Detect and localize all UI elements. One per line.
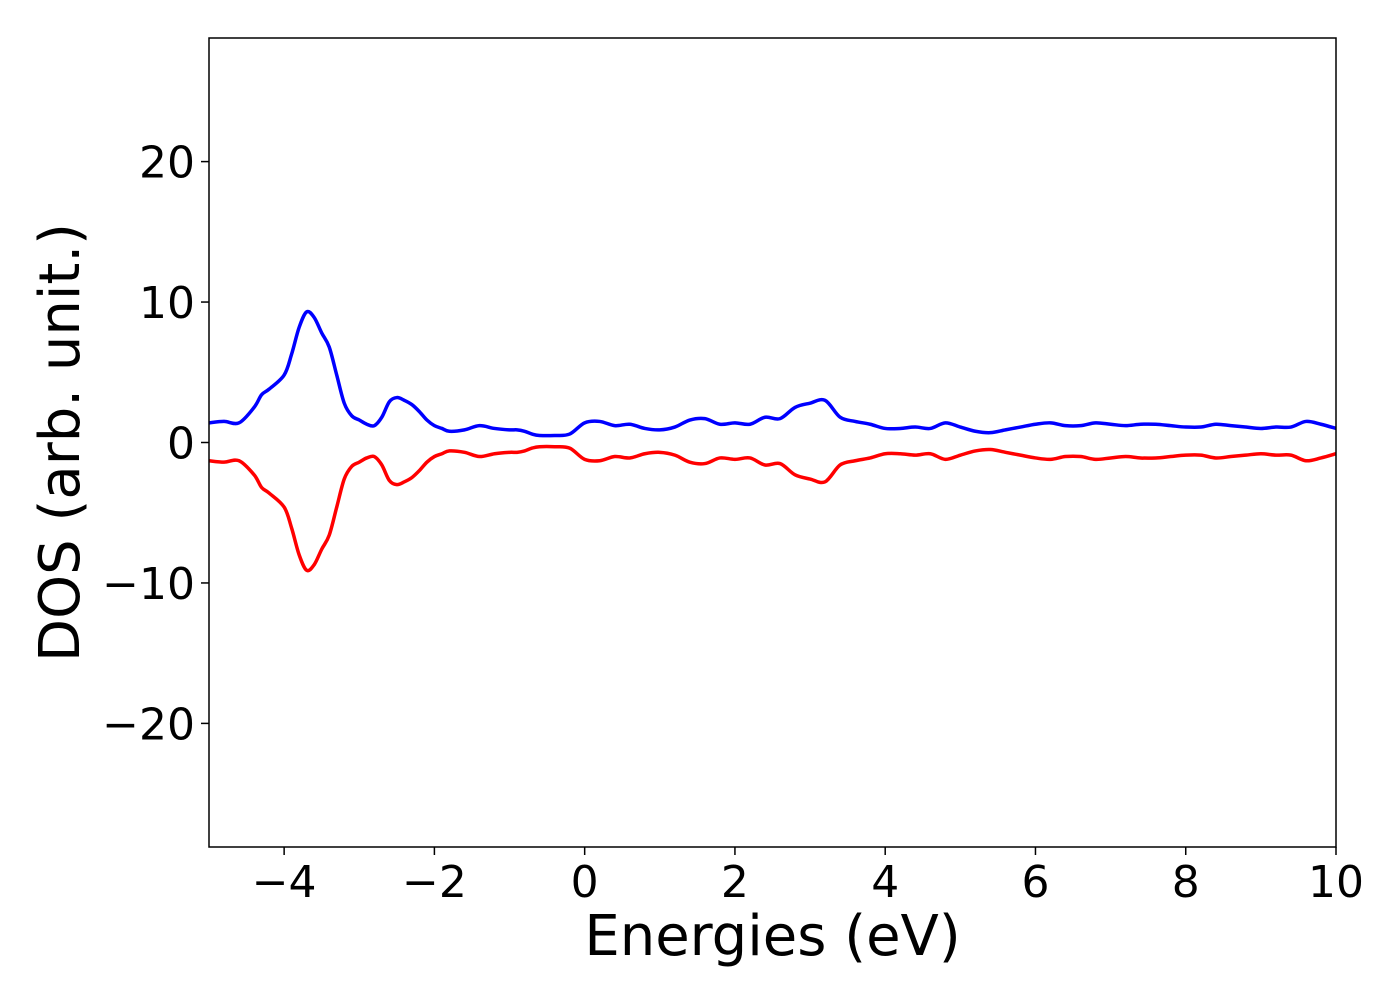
x-tick-label: 0	[571, 857, 599, 908]
y-tick-label: 20	[139, 138, 195, 189]
series-line-spin-down	[209, 444, 1336, 573]
y-tick-label: 0	[167, 419, 195, 470]
x-tick-label: 8	[1172, 857, 1200, 908]
x-tick-label: 6	[1021, 857, 1049, 908]
x-tick-label: −4	[252, 857, 317, 908]
series-line-spin-up	[209, 309, 1336, 438]
y-axis-label: DOS (arb. unit.)	[28, 223, 93, 662]
x-tick-label: 2	[721, 857, 749, 908]
y-axis-ticks: 20 10 0 −10 −20	[102, 138, 209, 750]
y-tick-label: −20	[102, 699, 195, 750]
y-tick-label: −10	[102, 559, 195, 610]
x-axis-label: Energies (eV)	[584, 904, 960, 969]
x-tick-label: 4	[871, 857, 899, 908]
y-tick-label: 10	[139, 278, 195, 329]
x-axis-ticks: −4 −2 0 2 4 6 8 10	[252, 847, 1364, 908]
series-layer	[209, 309, 1336, 573]
x-tick-label: 10	[1308, 857, 1364, 908]
x-tick-label: −2	[402, 857, 467, 908]
